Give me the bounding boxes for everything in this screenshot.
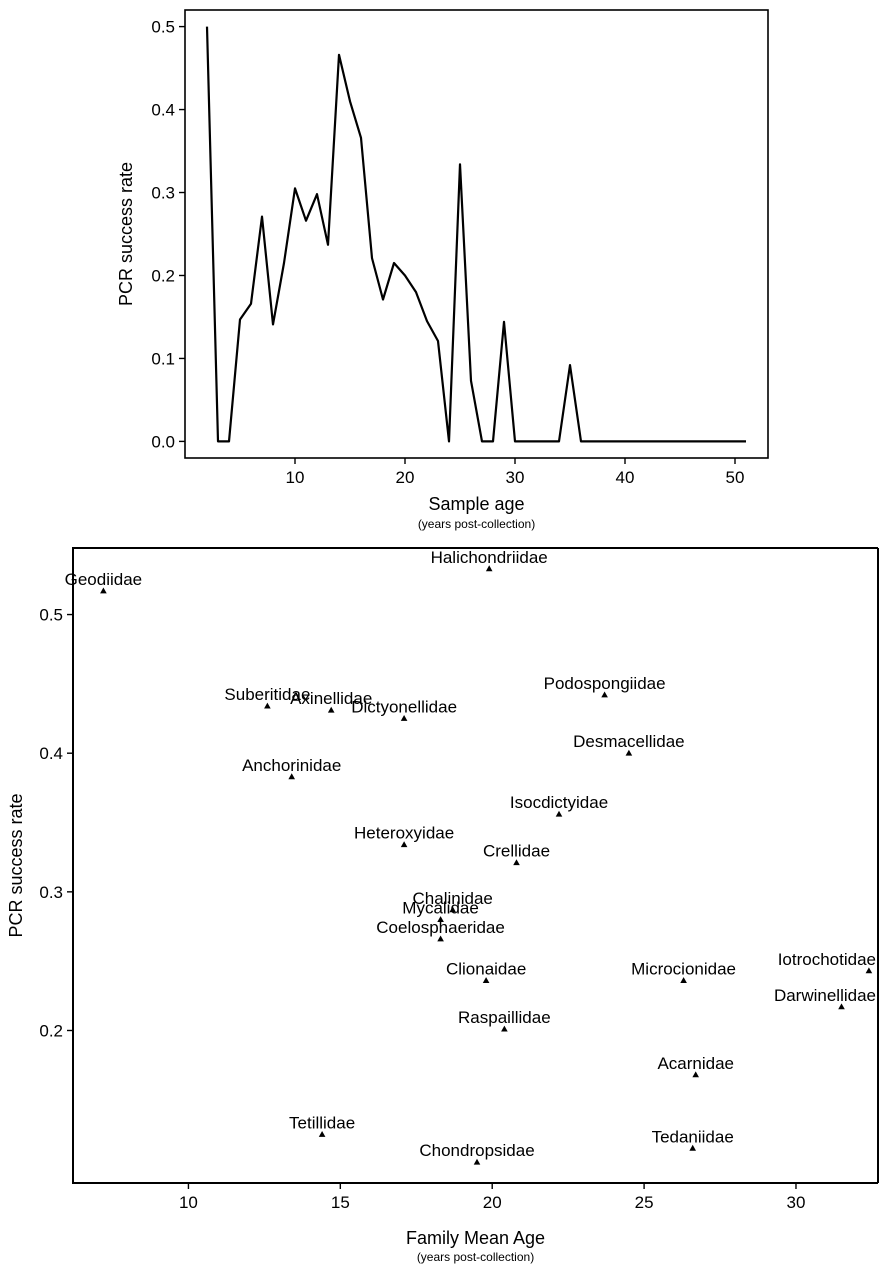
scatter-point-label: Halichondriidae — [431, 548, 548, 567]
scatter-point-label: Podospongiidae — [544, 674, 666, 693]
line-chart-y-axis-title: PCR success rate — [116, 162, 136, 306]
scatter-point-label: Acarnidae — [657, 1054, 734, 1073]
line-chart: 10 20 30 40 50 0.0 0.1 0.2 0.3 0.4 0.5 Sample age… — [116, 9, 769, 531]
scatter-point-marker — [400, 841, 408, 848]
line-chart-x-axis-title: Sample age — [428, 494, 524, 514]
scatter-point-marker — [473, 1158, 481, 1165]
scatter-point-label: Chondropsidae — [419, 1141, 534, 1160]
scatter-point-marker — [692, 1071, 699, 1078]
scatter-point-label: Crellidae — [483, 842, 550, 861]
scatter-chart-y-axis-title: PCR success rate — [6, 793, 26, 937]
scatter-point-marker — [437, 935, 444, 942]
scatter-x-tick-label: 25 — [635, 1193, 654, 1212]
scatter-point-marker — [625, 749, 633, 756]
scatter-point-marker — [838, 1003, 845, 1010]
scatter-y-tick-label: 0.5 — [39, 606, 63, 625]
scatter-point-marker — [680, 977, 687, 983]
scatter-point-label: Dictyonellidae — [351, 698, 457, 717]
line-chart-y-tick-label: 0.5 — [151, 18, 175, 37]
line-chart-x-tick-label: 30 — [506, 468, 525, 487]
scatter-point-label: Coelosphaeridae — [376, 918, 505, 937]
line-chart-y-tick-label: 0.1 — [151, 349, 175, 368]
line-series-path — [205, 26, 746, 443]
line-chart-x-tick-label: 10 — [286, 468, 305, 487]
scatter-point-marker — [288, 773, 295, 780]
scatter-point-label: Isocdictyidae — [510, 793, 608, 812]
scatter-point-label: Tedaniidae — [652, 1127, 734, 1146]
scatter-chart-y-axis: 0.2 0.3 0.4 0.5 — [39, 606, 73, 1040]
scatter-point-label: Raspaillidae — [458, 1008, 551, 1027]
scatter-point-label: Desmacellidae — [573, 732, 685, 751]
scatter-point-marker — [865, 967, 873, 974]
scatter-point-marker — [482, 977, 490, 983]
scatter-point-label: Mycalidae — [402, 899, 479, 918]
scatter-chart-x-axis: 10 15 20 25 30 — [179, 1183, 805, 1212]
scatter-point-marker — [318, 1131, 326, 1137]
line-chart-x-tick-label: 50 — [726, 468, 745, 487]
scatter-point-label: Heteroxyidae — [354, 824, 454, 843]
line-chart-panel-border — [184, 9, 769, 459]
scatter-x-tick-label: 15 — [331, 1193, 350, 1212]
scatter-chart-x-axis-subtitle: (years post-collection) — [417, 1250, 534, 1264]
scatter-y-tick-label: 0.2 — [39, 1021, 63, 1040]
scatter-point-marker — [689, 1144, 696, 1151]
scatter-y-tick-label: 0.4 — [39, 744, 63, 763]
scatter-chart-x-axis-title: Family Mean Age — [406, 1228, 545, 1248]
scatter-point-label: Microcionidae — [631, 960, 736, 979]
scatter-point-marker — [601, 691, 608, 698]
scatter-point-label: Geodiidae — [65, 570, 143, 589]
line-chart-y-tick-label: 0.3 — [151, 184, 175, 203]
scatter-point-marker — [513, 859, 520, 866]
scatter-y-tick-label: 0.3 — [39, 883, 63, 902]
line-chart-x-tick-label: 40 — [616, 468, 635, 487]
scatter-point-label: Axinellidae — [290, 689, 372, 708]
scatter-x-tick-label: 10 — [179, 1193, 198, 1212]
scatter-point-marker — [501, 1025, 508, 1032]
scatter-point-label: Tetillidae — [289, 1113, 355, 1132]
scatter-point-marker — [264, 702, 271, 709]
scatter-point-label: Darwinellidae — [774, 986, 876, 1005]
scatter-point-label: Iotrochotidae — [778, 950, 876, 969]
scatter-point-label: Suberitidae — [224, 685, 310, 704]
scatter-point-label: Chalinidae — [413, 889, 493, 908]
scatter-point-marker — [555, 810, 563, 817]
line-chart-y-tick-label: 0.4 — [151, 101, 175, 120]
scatter-point-label: Clionaidae — [446, 960, 526, 979]
scatter-x-tick-label: 30 — [787, 1193, 806, 1212]
scatter-point-marker — [485, 565, 493, 572]
line-chart-y-tick-label: 0.0 — [151, 432, 175, 451]
scatter-point-marker — [437, 916, 444, 922]
scatter-chart: 10 15 20 25 30 0.2 0.3 0.4 0.5 Geodiidae Halicho… — [6, 547, 879, 1264]
line-chart-y-tick-label: 0.2 — [151, 266, 175, 285]
scatter-x-tick-label: 20 — [483, 1193, 502, 1212]
line-chart-x-axis: 10 20 30 40 50 — [286, 458, 745, 487]
line-chart-x-axis-subtitle: (years post-collection) — [418, 517, 535, 531]
scatter-point-marker — [327, 706, 335, 713]
scatter-point-marker — [100, 587, 107, 594]
scatter-point-marker — [400, 715, 408, 721]
line-chart-x-tick-label: 20 — [396, 468, 415, 487]
scatter-point-marker — [449, 906, 456, 913]
line-chart-y-axis: 0.0 0.1 0.2 0.3 0.4 0.5 — [151, 18, 185, 451]
scatter-chart-axis-lines — [72, 547, 879, 1184]
scatter-point-label: Anchorinidae — [242, 756, 341, 775]
scatter-points: Geodiidae Halichondriidae SuberitidaeAxine… — [65, 548, 876, 1165]
